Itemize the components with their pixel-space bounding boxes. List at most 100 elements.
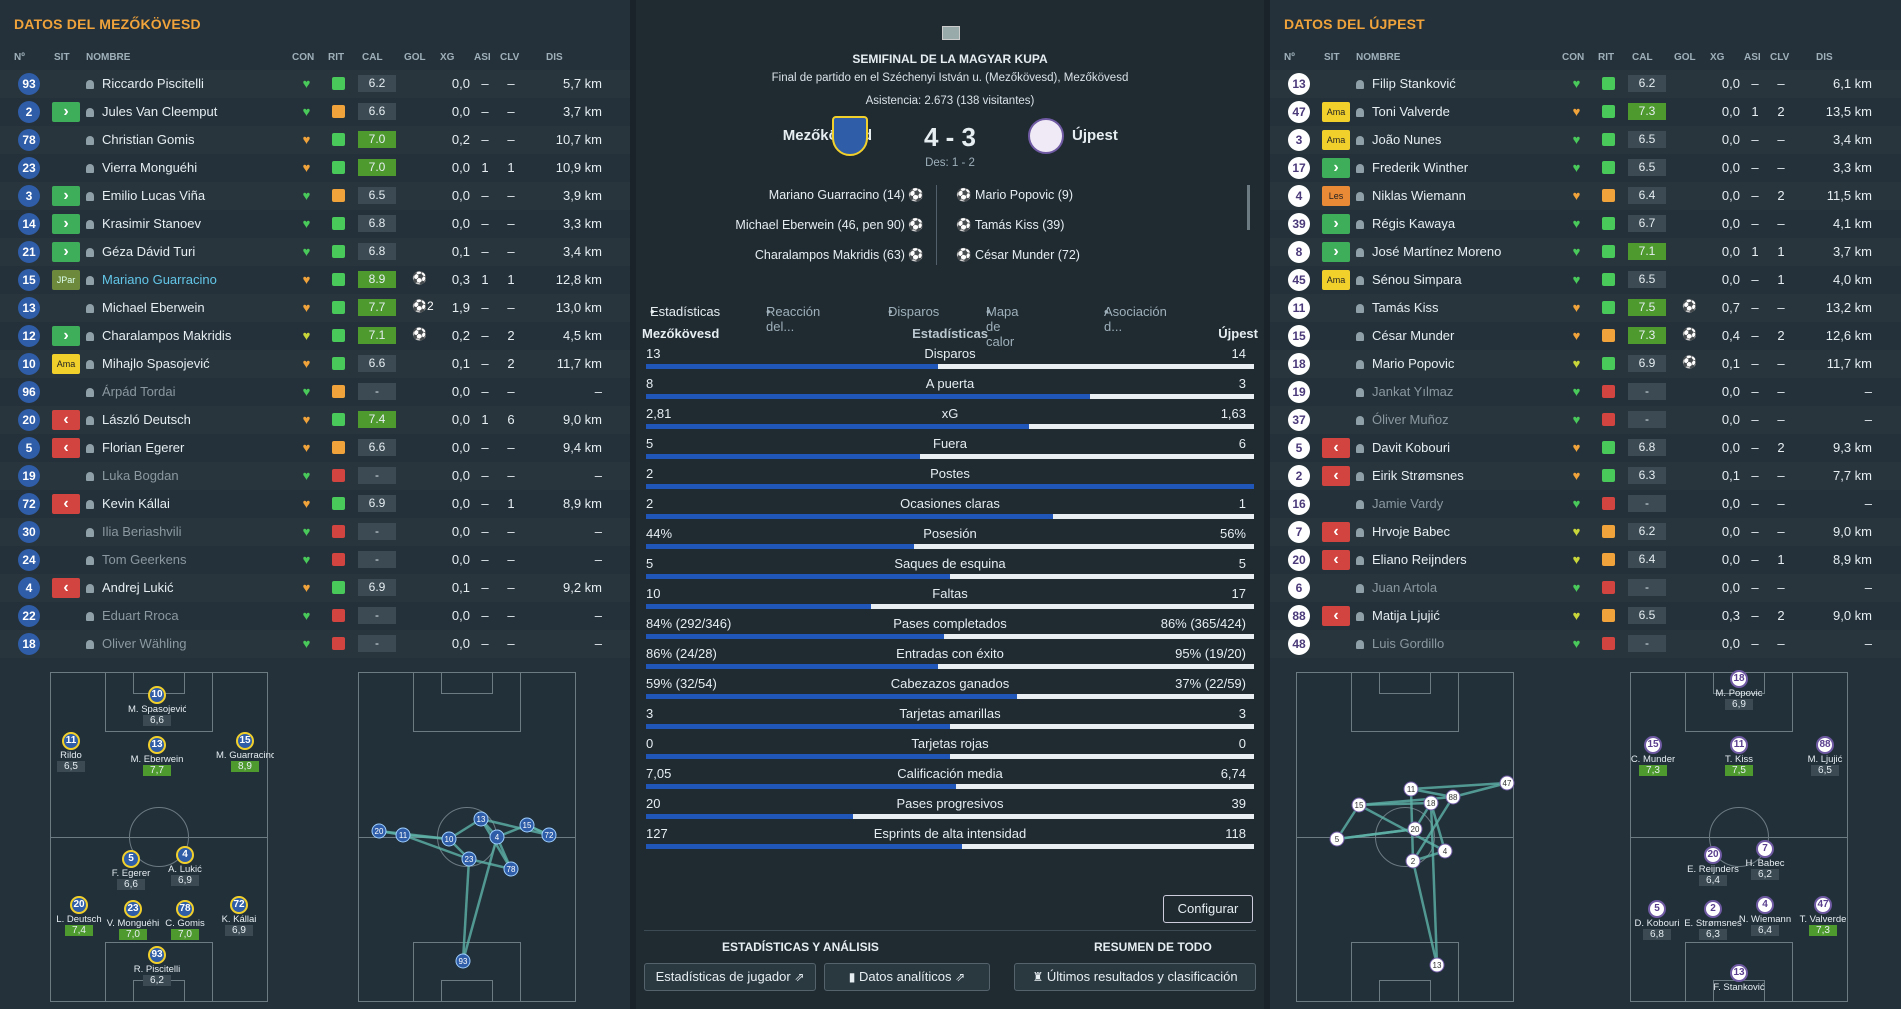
formation-player[interactable]: 88 M. Ljujić 6,5 — [1796, 736, 1854, 776]
column-header-dis[interactable]: DIS — [546, 52, 563, 63]
stat-row[interactable]: 44% Posesión 56% — [646, 526, 1254, 556]
column-header-xg[interactable]: XG — [440, 52, 455, 63]
player-name[interactable]: José Martínez Moreno — [1372, 244, 1502, 259]
home-player-row[interactable]: 20 ‹ László Deutsch ♥ 7.4 0,0 1 6 9,0 km — [0, 406, 630, 434]
player-name[interactable]: Christian Gomis — [102, 132, 195, 147]
formation-player[interactable]: 93 R. Piscitelli 6,2 — [128, 946, 186, 986]
away-player-row[interactable]: 20 ‹ Eliano Reijnders ♥ 6.4 0,0– 1 8,9 km — [1270, 546, 1901, 574]
away-player-row[interactable]: 16 Jamie Vardy ♥ -0,0– – – — [1270, 490, 1901, 518]
column-header-nombre[interactable]: NOMBRE — [1356, 52, 1401, 63]
away-player-row[interactable]: 5 ‹ Davit Kobouri ♥ 6.8 0,0– 2 9,3 km — [1270, 434, 1901, 462]
formation-player[interactable]: 20 L. Deutsch 7,4 — [50, 896, 108, 936]
stat-row[interactable]: 20 Pases progresivos 39 — [646, 796, 1254, 826]
home-player-row[interactable]: 78 Christian Gomis ♥ 7.0 0,2– –10,7 km — [0, 126, 630, 154]
scorers-scrollbar[interactable] — [1247, 185, 1250, 230]
home-player-row[interactable]: 4 ‹ Andrej Lukić ♥ 6.9 0,1– –9,2 km — [0, 574, 630, 602]
player-name[interactable]: Niklas Wiemann — [1372, 188, 1466, 203]
player-name[interactable]: Krasimir Stanoev — [102, 216, 201, 231]
away-scorer[interactable]: ⚽ César Munder (72) — [956, 248, 1246, 278]
column-header-rit[interactable]: RIT — [328, 52, 345, 63]
home-player-row[interactable]: 24 Tom Geerkens ♥ -0,0– – – — [0, 546, 630, 574]
pass-node[interactable]: 4 — [489, 829, 505, 845]
away-player-row[interactable]: 11 Tamás Kiss ♥ 7.5 ⚽ 0,7– –13,2 km — [1270, 294, 1901, 322]
player-stats-button[interactable]: Estadísticas de jugador ⇗ — [644, 963, 816, 991]
home-player-row[interactable]: 15 JPar Mariano Guarracino ♥ 8.9 ⚽ 0,3 1 1 12,8 k… — [0, 266, 630, 294]
player-name[interactable]: Géza Dávid Turi — [102, 244, 196, 259]
home-player-row[interactable]: 21 › Géza Dávid Turi ♥ 6.8 0,1– –3,4 km — [0, 238, 630, 266]
player-name[interactable]: Emilio Lucas Viña — [102, 188, 206, 203]
configure-button[interactable]: Configurar — [1163, 895, 1253, 923]
player-name[interactable]: Oliver Wähling — [102, 636, 187, 651]
home-scorer[interactable]: Mariano Guarracino (14) ⚽ — [634, 188, 924, 218]
player-name[interactable]: Luka Bogdan — [102, 468, 179, 483]
stat-row[interactable]: 127 Esprints de alta intensidad 118 — [646, 826, 1254, 856]
player-name[interactable]: Andrej Lukić — [102, 580, 174, 595]
formation-player[interactable]: 13 F. Stanković — [1710, 964, 1768, 993]
stat-row[interactable]: 59% (32/54) Cabezazos ganados 37% (22/59) — [646, 676, 1254, 706]
column-header-nº[interactable]: Nº — [14, 52, 25, 63]
player-name[interactable]: Árpád Tordai — [102, 384, 176, 399]
stat-row[interactable]: 7,05 Calificación media 6,74 — [646, 766, 1254, 796]
results-button[interactable]: ♜ Últimos resultados y clasificación — [1014, 963, 1256, 991]
player-name[interactable]: László Deutsch — [102, 412, 191, 427]
formation-player[interactable]: 10 M. Spasojević 6,6 — [128, 686, 186, 726]
away-player-row[interactable]: 8 › José Martínez Moreno ♥ 7.1 0,0 1 1 3,7 km — [1270, 238, 1901, 266]
home-player-row[interactable]: 13 Michael Eberwein ♥ 7.7 ⚽2 1,9– –13,0 km — [0, 294, 630, 322]
column-header-sit[interactable]: SIT — [1324, 52, 1340, 63]
column-header-cal[interactable]: CAL — [362, 52, 383, 63]
pass-node[interactable]: 93 — [455, 953, 471, 969]
pass-node[interactable]: 47 — [1499, 775, 1515, 791]
column-header-con[interactable]: CON — [292, 52, 315, 63]
stat-row[interactable]: 3 Tarjetas amarillas 3 — [646, 706, 1254, 736]
pass-node[interactable]: 11 — [395, 827, 411, 843]
player-name[interactable]: Eliano Reijnders — [1372, 552, 1467, 567]
player-name[interactable]: Jamie Vardy — [1372, 496, 1444, 511]
stat-row[interactable]: 13 Disparos 14 — [646, 346, 1254, 376]
stat-row[interactable]: 0 Tarjetas rojas 0 — [646, 736, 1254, 766]
formation-player[interactable]: 78 C. Gomis 7,0 — [156, 900, 214, 940]
home-scorer[interactable]: Michael Eberwein (46, pen 90) ⚽ — [634, 218, 924, 248]
away-player-row[interactable]: 39 › Régis Kawaya ♥ 6.7 0,0– –4,1 km — [1270, 210, 1901, 238]
formation-player[interactable]: 11 T. Kiss 7,5 — [1710, 736, 1768, 776]
pass-node[interactable]: 78 — [503, 861, 519, 877]
stat-row[interactable]: 2 Ocasiones claras 1 — [646, 496, 1254, 526]
home-scorer[interactable]: Charalampos Makridis (63) ⚽ — [634, 248, 924, 278]
stat-row[interactable]: 5 Fuera 6 — [646, 436, 1254, 466]
pass-node[interactable]: 18 — [1423, 795, 1439, 811]
player-name[interactable]: Mariano Guarracino — [102, 272, 217, 287]
formation-player[interactable]: 15 C. Munder 7,3 — [1624, 736, 1682, 776]
player-name[interactable]: Sénou Simpara — [1372, 272, 1462, 287]
away-player-row[interactable]: 13 Filip Stanković ♥ 6.2 0,0– –6,1 km — [1270, 70, 1901, 98]
player-name[interactable]: Vierra Monguéhi — [102, 160, 198, 175]
player-name[interactable]: Toni Valverde — [1372, 104, 1450, 119]
pass-node[interactable]: 20 — [371, 823, 387, 839]
formation-player[interactable]: 7 H. Babec 6,2 — [1736, 840, 1794, 880]
analytics-button[interactable]: ▮ Datos analíticos ⇗ — [824, 963, 990, 991]
formation-player[interactable]: 5 D. Kobouri 6,8 — [1628, 900, 1686, 940]
player-name[interactable]: César Munder — [1372, 328, 1455, 343]
column-header-asi[interactable]: ASI — [474, 52, 491, 63]
away-player-row[interactable]: 19 Jankat Yılmaz ♥ -0,0– – – — [1270, 378, 1901, 406]
away-scorer[interactable]: ⚽ Mario Popovic (9) — [956, 188, 1246, 218]
away-player-row[interactable]: 15 César Munder ♥ 7.3 ⚽ 0,4– 2 12,6 km — [1270, 322, 1901, 350]
formation-player[interactable]: 5 F. Egerer 6,6 — [102, 850, 160, 890]
away-player-row[interactable]: 17 › Frederik Winther ♥ 6.5 0,0– –3,3 km — [1270, 154, 1901, 182]
player-name[interactable]: Luis Gordillo — [1372, 636, 1445, 651]
away-player-row[interactable]: 37 Óliver Muñoz ♥ -0,0– – – — [1270, 406, 1901, 434]
home-player-row[interactable]: 5 ‹ Florian Egerer ♥ 6.6 0,0– –9,4 km — [0, 434, 630, 462]
column-header-clv[interactable]: CLV — [1770, 52, 1790, 63]
home-player-row[interactable]: 10 Ama Mihajlo Spasojević ♥ 6.6 0,1– 2 11,7 km — [0, 350, 630, 378]
pass-node[interactable]: 11 — [1403, 781, 1419, 797]
player-name[interactable]: Jankat Yılmaz — [1372, 384, 1454, 399]
formation-player[interactable]: 4 N. Wiemann 6,4 — [1736, 896, 1794, 936]
home-player-row[interactable]: 14 › Krasimir Stanoev ♥ 6.8 0,0– –3,3 km — [0, 210, 630, 238]
player-name[interactable]: Eduart Rroca — [102, 608, 179, 623]
away-scorer[interactable]: ⚽ Tamás Kiss (39) — [956, 218, 1246, 248]
home-player-row[interactable]: 96 Árpád Tordai ♥ -0,0– – – — [0, 378, 630, 406]
formation-player[interactable]: 72 K. Kállai 6,9 — [210, 896, 268, 936]
stat-row[interactable]: 2,81 xG 1,63 — [646, 406, 1254, 436]
stat-row[interactable]: 84% (292/346) Pases completados 86% (365/4… — [646, 616, 1254, 646]
player-name[interactable]: Mario Popovic — [1372, 356, 1455, 371]
column-header-con[interactable]: CON — [1562, 52, 1585, 63]
formation-player[interactable]: 15 M. Guarracino 8,9 — [216, 732, 274, 772]
